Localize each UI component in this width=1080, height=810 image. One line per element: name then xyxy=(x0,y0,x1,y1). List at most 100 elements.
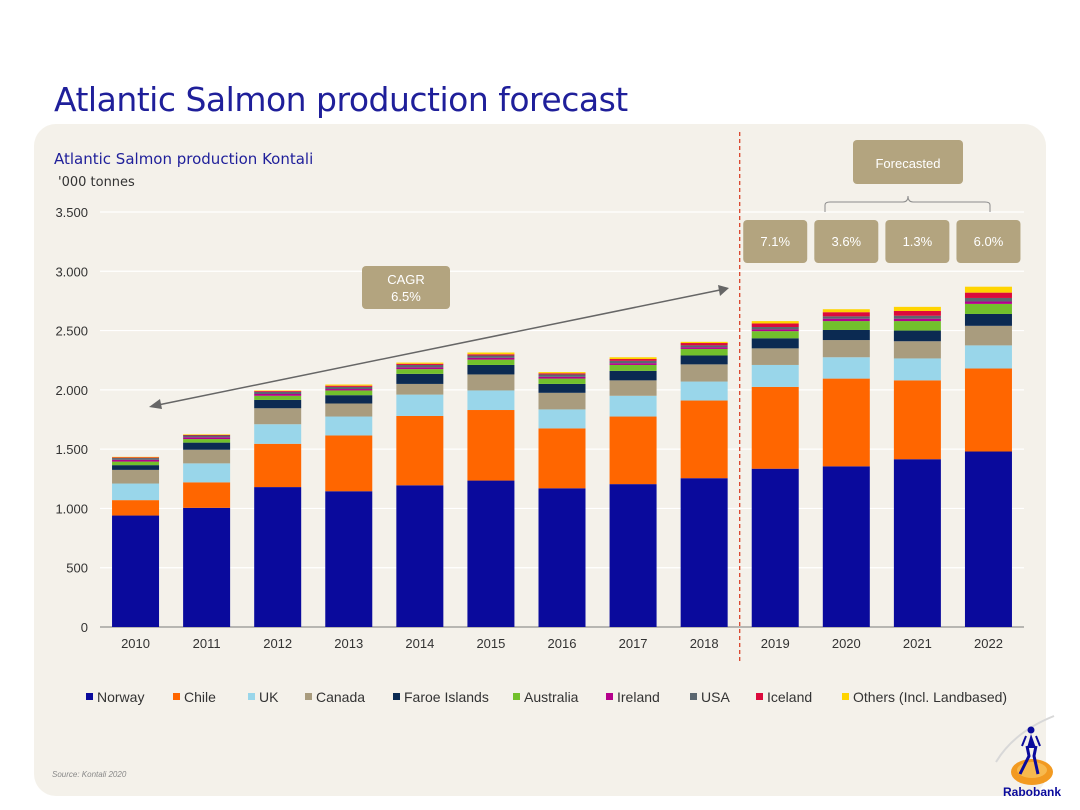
bar-segment xyxy=(609,380,657,396)
bar-segment xyxy=(183,442,231,450)
bar-segment xyxy=(964,286,1012,293)
bar-segment xyxy=(325,389,373,391)
bar-segment xyxy=(609,364,657,371)
bar-segment xyxy=(325,416,373,436)
legend-item: Faroe Islands xyxy=(393,689,489,705)
bar-segment xyxy=(680,364,728,382)
bar-segment xyxy=(609,416,657,485)
legend-swatch xyxy=(513,693,520,700)
bar-segment xyxy=(254,424,302,444)
source-note: Source: Kontali 2020 xyxy=(52,770,127,779)
x-tick-label: 2011 xyxy=(193,636,221,651)
legend-item: Chile xyxy=(173,689,216,705)
legend-swatch xyxy=(173,693,180,700)
bar-segment xyxy=(751,338,799,349)
bar-segment xyxy=(254,391,302,395)
bar-segment xyxy=(396,373,444,384)
bar-segment xyxy=(183,435,231,438)
bar-segment xyxy=(893,321,941,331)
bar-segment xyxy=(893,330,941,342)
bar-segment xyxy=(112,457,160,459)
bar-segment xyxy=(822,321,870,330)
bar-segment xyxy=(183,434,231,435)
growth-rate-label: 1.3% xyxy=(903,234,933,249)
x-tick-label: 2022 xyxy=(974,636,1003,651)
bar-segment xyxy=(396,363,444,365)
bar-segment xyxy=(822,318,870,322)
bar-segment xyxy=(112,500,160,516)
bar-segment xyxy=(964,292,1012,298)
bar-segment xyxy=(396,415,444,486)
bar-segment xyxy=(112,465,160,470)
bar-segment xyxy=(396,364,444,368)
bar-segment xyxy=(680,348,728,356)
bar-segment xyxy=(183,437,231,440)
bar-segment xyxy=(893,306,941,312)
forecasted-box: Forecasted xyxy=(853,140,963,184)
bar-segment xyxy=(609,370,657,381)
cagr-arrow xyxy=(149,285,729,409)
bar-segment xyxy=(822,357,870,379)
bar-segment xyxy=(538,378,586,384)
bar-segment xyxy=(396,367,444,370)
bar-segment xyxy=(538,383,586,393)
legend-swatch xyxy=(606,693,613,700)
legend-item: Norway xyxy=(86,689,144,705)
bar-segment xyxy=(254,487,302,627)
bar-segment xyxy=(964,313,1012,326)
x-tick-label: 2012 xyxy=(263,636,292,651)
bar-segment xyxy=(112,459,160,462)
legend-label: Ireland xyxy=(617,689,660,705)
bar-segment xyxy=(893,380,941,460)
legend-label: Australia xyxy=(524,689,579,705)
bar-segment xyxy=(467,410,515,481)
bar-segment xyxy=(467,374,515,391)
bar-segment xyxy=(183,463,231,483)
growth-rate-box: 1.3% xyxy=(885,220,950,263)
bar-segment xyxy=(751,364,799,387)
bar-segment xyxy=(396,369,444,374)
logo-wordmark: Rabobank xyxy=(1003,785,1061,799)
bar-segment xyxy=(609,357,657,360)
legend-item: Canada xyxy=(305,689,365,705)
bar-segment xyxy=(183,439,231,443)
slide-title: Atlantic Salmon production forecast xyxy=(54,80,628,119)
cagr-box: CAGR 6.5% xyxy=(362,266,450,309)
legend-swatch xyxy=(305,693,312,700)
bar-segment xyxy=(751,321,799,324)
bar-segment xyxy=(254,443,302,488)
x-tick-label: 2019 xyxy=(761,636,790,651)
bar-segment xyxy=(112,469,160,484)
legend-label: Norway xyxy=(97,689,144,705)
bar-segment xyxy=(254,394,302,396)
legend-swatch xyxy=(393,693,400,700)
x-axis-ticks: 2010 2011 2012 2013 2014 2015 2016 2017 2018 2019… xyxy=(121,636,1003,651)
legend-swatch xyxy=(86,693,93,700)
cagr-value: 6.5% xyxy=(391,289,421,304)
bar-segment xyxy=(893,459,941,627)
bar-segment xyxy=(538,428,586,489)
bar-segment xyxy=(325,390,373,396)
bar-segment xyxy=(751,323,799,328)
bar-segment xyxy=(751,331,799,339)
bar-segment xyxy=(325,403,373,417)
y-tick-label: 1.000 xyxy=(55,501,88,516)
bar-segment xyxy=(467,390,515,411)
bar-segment xyxy=(680,355,728,365)
y-tick-label: 2.000 xyxy=(55,383,88,398)
bar-segment xyxy=(467,480,515,627)
bar-segment xyxy=(254,408,302,425)
bar-segment xyxy=(751,386,799,469)
bar-segment xyxy=(680,381,728,401)
bar-segment xyxy=(751,329,799,332)
growth-rate-label: 3.6% xyxy=(831,234,861,249)
bar-segment xyxy=(964,325,1012,346)
y-tick-label: 3.000 xyxy=(55,264,88,279)
forecast-bracket xyxy=(824,195,991,212)
chart-title: Atlantic Salmon production Kontali xyxy=(54,150,313,168)
bar-segment xyxy=(822,316,870,319)
bar-segment xyxy=(680,345,728,348)
x-tick-label: 2013 xyxy=(334,636,363,651)
bar-segment xyxy=(538,409,586,429)
x-tick-label: 2014 xyxy=(405,636,434,651)
